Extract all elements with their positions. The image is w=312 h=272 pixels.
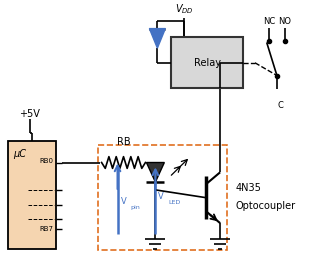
Text: NC: NC — [263, 17, 275, 26]
Text: RB7: RB7 — [40, 226, 54, 232]
Text: pin: pin — [130, 205, 140, 210]
Text: Optocoupler: Optocoupler — [235, 200, 295, 211]
Text: RB0: RB0 — [40, 157, 54, 163]
Text: Relay: Relay — [194, 58, 221, 68]
Text: NO: NO — [278, 17, 291, 26]
Text: RB: RB — [117, 137, 130, 147]
Text: LED: LED — [168, 200, 181, 205]
Text: V: V — [158, 192, 164, 201]
FancyBboxPatch shape — [8, 141, 56, 249]
Text: $V_{DD}$: $V_{DD}$ — [175, 2, 194, 16]
Polygon shape — [149, 29, 165, 48]
Text: μC: μC — [13, 149, 26, 159]
Polygon shape — [146, 162, 164, 182]
Text: 4N35: 4N35 — [235, 183, 261, 193]
FancyBboxPatch shape — [171, 37, 243, 88]
Text: V: V — [120, 197, 126, 206]
Text: +5V: +5V — [19, 110, 40, 119]
Text: C: C — [278, 101, 284, 110]
